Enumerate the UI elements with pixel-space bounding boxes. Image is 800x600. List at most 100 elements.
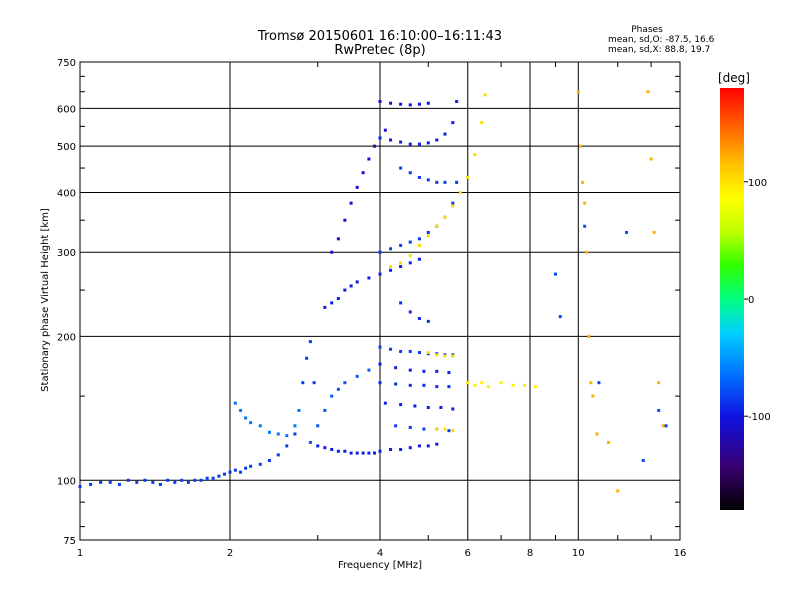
- data-point: [233, 468, 237, 472]
- data-point: [451, 354, 455, 358]
- data-point: [166, 478, 170, 482]
- data-point: [312, 381, 316, 385]
- data-point: [417, 237, 421, 241]
- colorbar-tick-label: -100: [748, 412, 771, 423]
- data-point: [649, 157, 653, 161]
- data-point: [383, 128, 387, 132]
- y-tick-label: 300: [57, 248, 76, 259]
- data-point: [426, 101, 430, 105]
- data-points: [78, 90, 668, 493]
- data-point: [466, 381, 470, 385]
- colorbar: [720, 88, 744, 510]
- data-point: [435, 369, 439, 373]
- data-point: [417, 351, 421, 355]
- data-point: [399, 403, 403, 407]
- data-point: [661, 424, 665, 428]
- data-point: [389, 138, 393, 142]
- phases-line-x: mean, sd,X: 88.8, 19.7: [608, 45, 710, 55]
- data-point: [399, 447, 403, 451]
- y-axis-label: Stationary phase Virtual Height [km]: [40, 208, 51, 392]
- y-tick-label: 100: [57, 476, 76, 487]
- y-tick-label: 750: [57, 58, 76, 69]
- data-point: [426, 405, 430, 409]
- data-point: [373, 451, 377, 455]
- data-point: [466, 175, 470, 179]
- data-point: [408, 383, 412, 387]
- data-point: [511, 383, 515, 387]
- data-point: [426, 351, 430, 355]
- data-point: [378, 345, 382, 349]
- phases-line-o: mean, sd,O: -87.5, 16.6: [608, 35, 715, 45]
- data-point: [301, 381, 305, 385]
- data-point: [455, 100, 459, 104]
- data-point: [367, 451, 371, 455]
- data-point: [239, 408, 243, 412]
- chart-subtitle: RwPretec (8p): [334, 43, 425, 58]
- data-point: [591, 394, 595, 398]
- data-point: [361, 451, 365, 455]
- data-point: [408, 171, 412, 175]
- data-point: [323, 408, 327, 412]
- data-point: [389, 247, 393, 251]
- data-point: [378, 250, 382, 254]
- data-point: [435, 224, 439, 228]
- data-point: [308, 440, 312, 444]
- data-point: [135, 480, 139, 484]
- data-point: [558, 315, 562, 319]
- data-point: [355, 451, 359, 455]
- data-point: [589, 381, 593, 385]
- colorbar-tick-label: 100: [748, 178, 767, 189]
- data-point: [443, 180, 447, 184]
- data-point: [451, 429, 455, 433]
- data-point: [126, 478, 130, 482]
- data-point: [343, 288, 347, 292]
- x-axis-label: Frequency [MHz]: [338, 560, 422, 571]
- data-point: [408, 261, 412, 265]
- data-point: [587, 334, 591, 338]
- data-point: [249, 421, 253, 425]
- data-point: [435, 442, 439, 446]
- data-point: [447, 371, 451, 375]
- data-point: [285, 434, 289, 438]
- data-point: [336, 297, 340, 301]
- data-point: [276, 432, 280, 436]
- data-point: [258, 462, 262, 466]
- data-point: [607, 440, 611, 444]
- data-point: [652, 230, 656, 234]
- data-point: [228, 470, 232, 474]
- data-point: [258, 424, 262, 428]
- data-point: [417, 243, 421, 247]
- data-point: [293, 424, 297, 428]
- data-point: [308, 340, 312, 344]
- data-point: [249, 464, 253, 468]
- x-tick-label: 1: [77, 548, 83, 559]
- data-point: [399, 349, 403, 353]
- data-point: [336, 237, 340, 241]
- data-point: [417, 175, 421, 179]
- data-point: [451, 201, 455, 205]
- grid-lines: [80, 62, 680, 540]
- data-point: [378, 449, 382, 453]
- colorbar-ticks: 100 0 -100: [744, 178, 771, 423]
- data-point: [394, 382, 398, 386]
- data-point: [408, 142, 412, 146]
- data-point: [117, 482, 121, 486]
- data-point: [355, 280, 359, 284]
- data-point: [417, 142, 421, 146]
- data-point: [426, 178, 430, 182]
- data-point: [583, 201, 587, 205]
- data-point: [343, 381, 347, 385]
- colorbar-label: [deg]: [718, 71, 750, 85]
- data-point: [408, 310, 412, 314]
- data-point: [480, 381, 484, 385]
- data-point: [443, 132, 447, 136]
- data-point: [355, 185, 359, 189]
- data-point: [426, 444, 430, 448]
- data-point: [486, 385, 490, 389]
- data-point: [408, 446, 412, 450]
- data-point: [408, 349, 412, 353]
- data-point: [211, 476, 215, 480]
- data-point: [389, 101, 393, 105]
- data-point: [316, 424, 320, 428]
- data-point: [394, 424, 398, 428]
